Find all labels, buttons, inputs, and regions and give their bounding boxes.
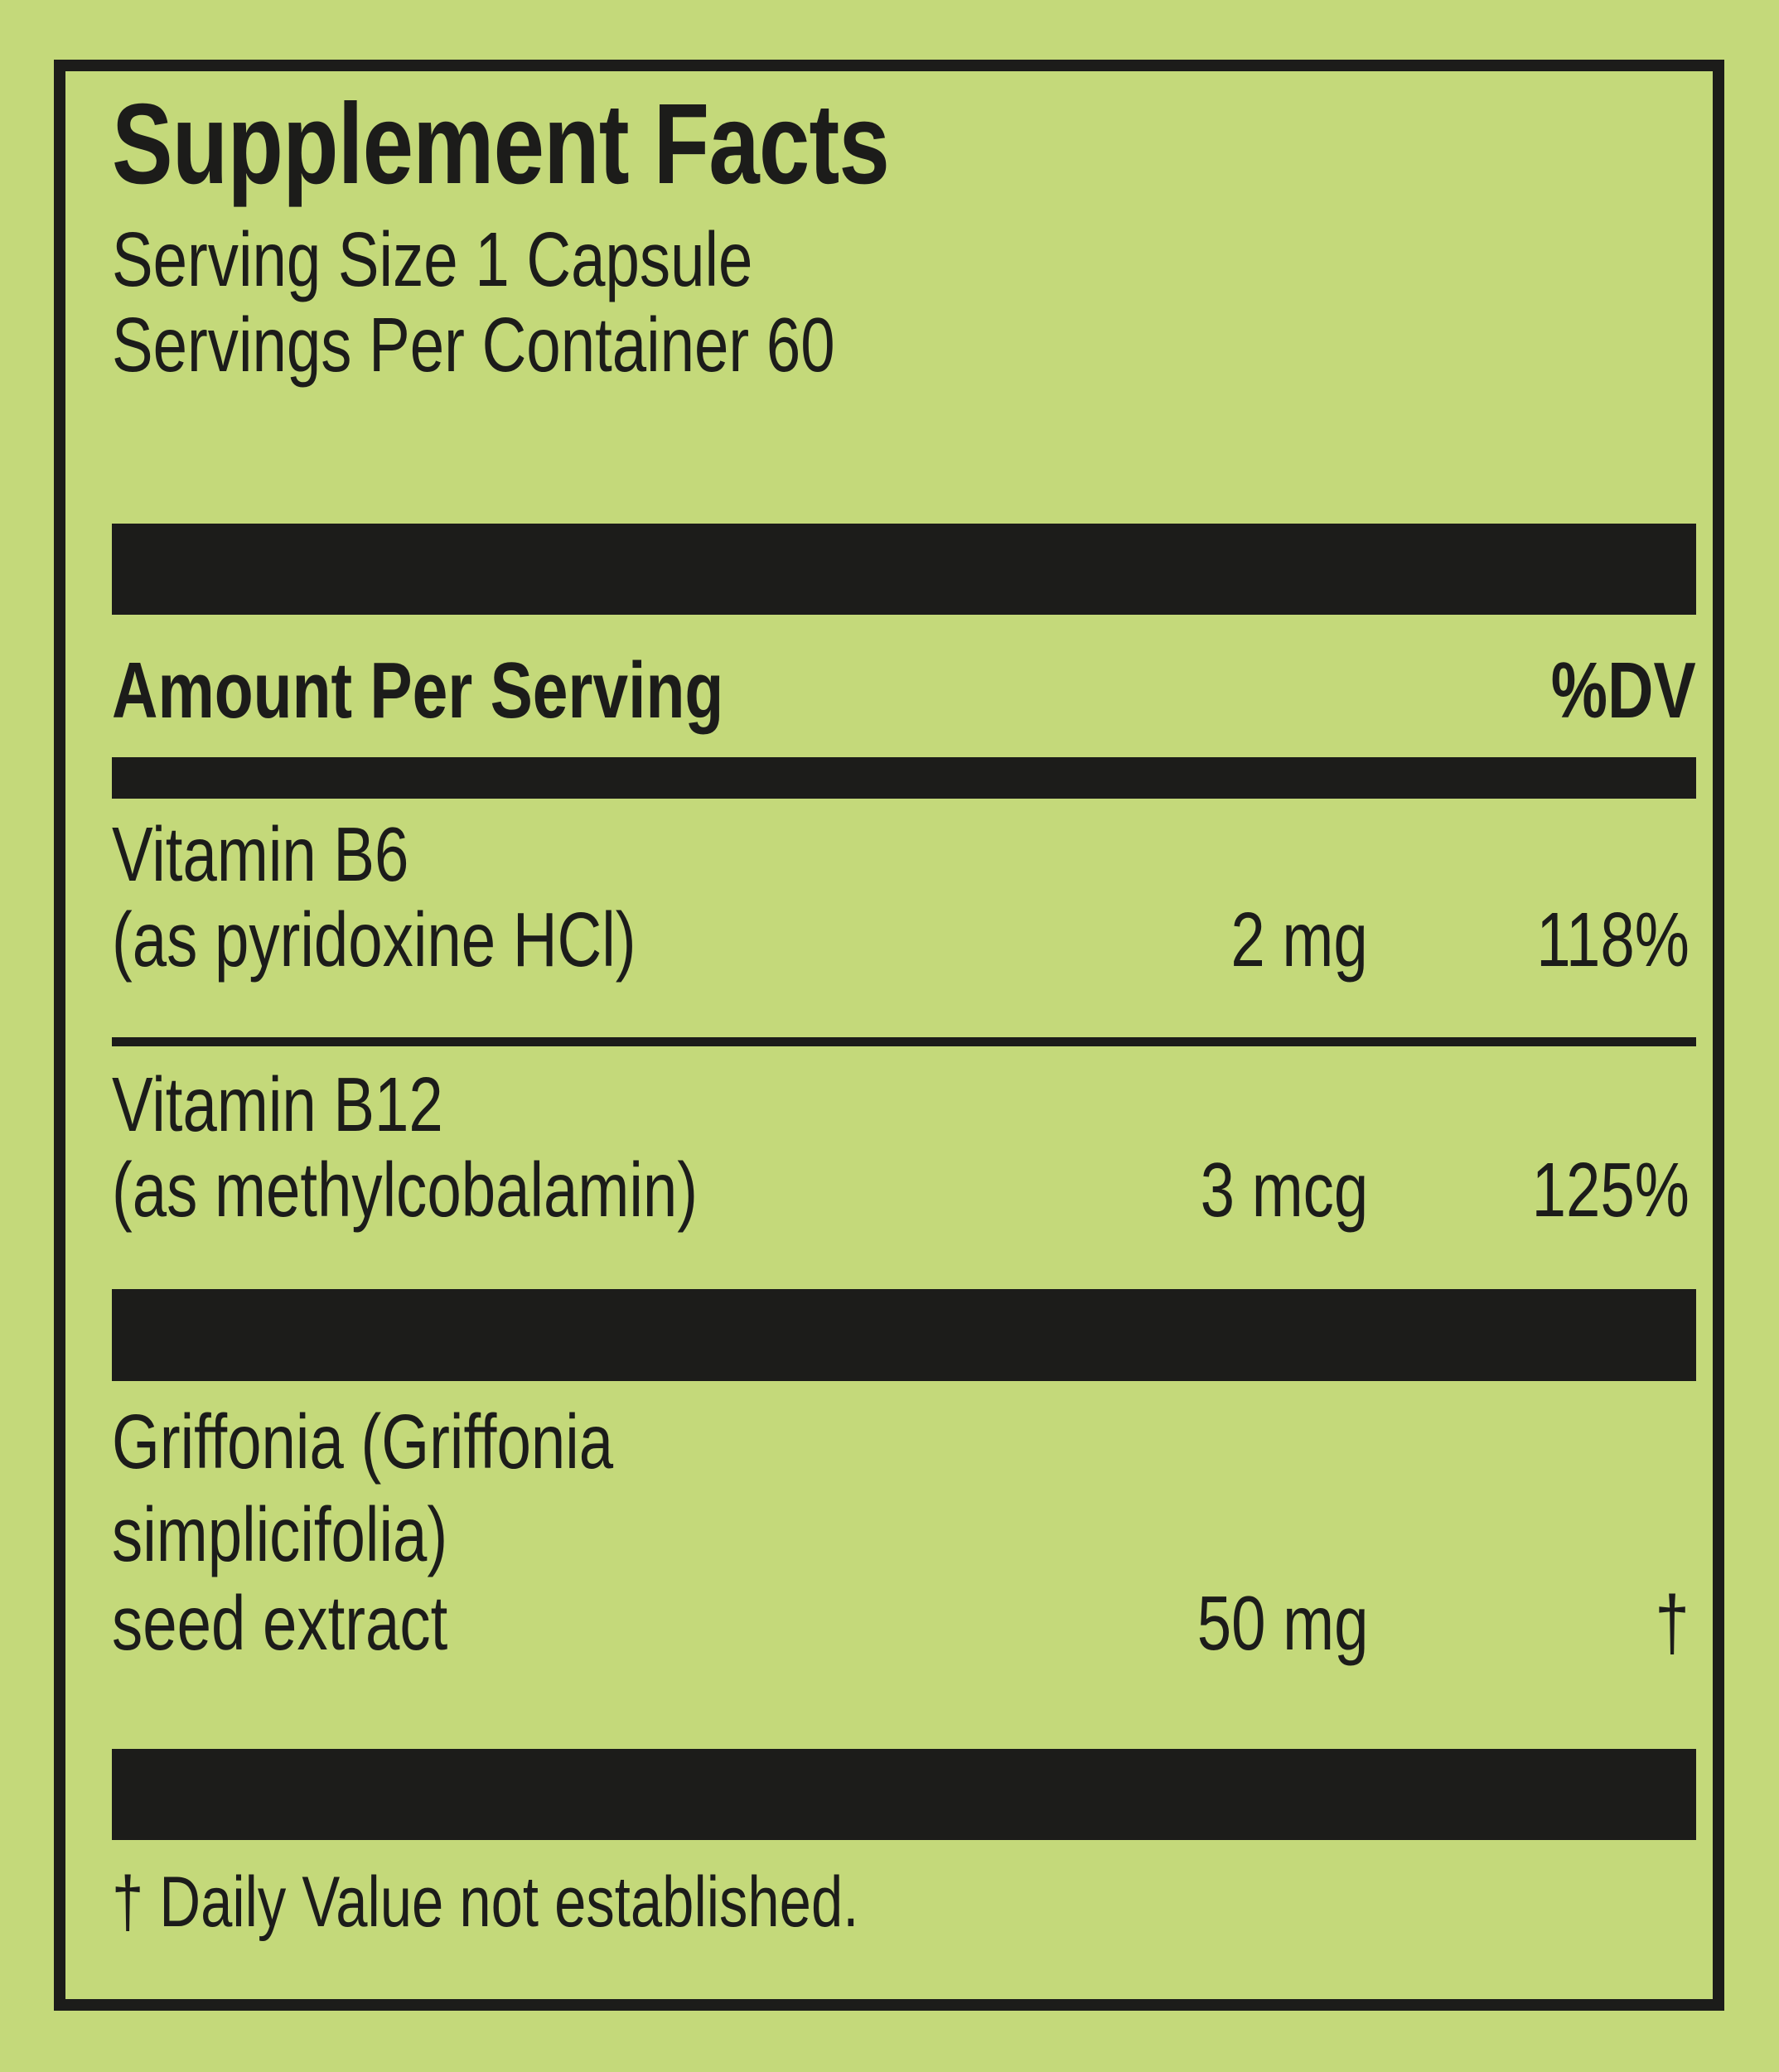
divider-before-botanical: [112, 1289, 1696, 1381]
supplement-facts-title: Supplement Facts: [112, 80, 890, 208]
nutrient-name-b12: Vitamin B12 (as methylcobalamin): [112, 1062, 1148, 1233]
table-row: Vitamin B12 (as methylcobalamin) 3 mcg 1…: [112, 1062, 1696, 1284]
supplement-facts-panel: Supplement Facts Serving Size 1 Capsule …: [54, 60, 1724, 2011]
divider-thin-between-rows: [112, 1037, 1696, 1046]
nutrient-name-line: Vitamin B6: [112, 811, 409, 897]
nutrient-amount-griffonia: 50 mg: [1196, 1580, 1368, 1666]
serving-size-line: Serving Size 1 Capsule: [112, 216, 753, 302]
serving-info-block: Serving Size 1 Capsule Servings Per Cont…: [112, 217, 1685, 388]
daily-value-header: %DV: [1551, 646, 1696, 735]
servings-per-container-line: Servings Per Container 60: [112, 302, 835, 388]
page-title: Supplement Facts: [112, 86, 1685, 202]
nutrient-name-line: Griffonia (Griffonia: [112, 1398, 614, 1485]
divider-thick-top: [112, 524, 1696, 615]
nutrient-name-line: Vitamin B12: [112, 1061, 443, 1147]
daily-value-footnote: † Daily Value not established.: [112, 1862, 859, 1942]
nutrient-dv-b12: 125%: [1531, 1147, 1690, 1233]
nutrient-amount-b6: 2 mg: [1230, 896, 1368, 983]
footnote-block: † Daily Value not established.: [112, 1861, 1696, 1944]
nutrient-name-b6: Vitamin B6 (as pyridoxine HCl): [112, 812, 1148, 983]
divider-under-header: [112, 757, 1696, 799]
nutrient-dv-griffonia: †: [1655, 1580, 1690, 1666]
divider-before-footnote: [112, 1749, 1696, 1840]
table-row: Griffonia (Griffonia simplicifolia) seed…: [112, 1395, 1696, 1743]
nutrient-source-line: (as pyridoxine HCl): [112, 896, 636, 983]
nutrient-source-line: (as methylcobalamin): [112, 1147, 699, 1233]
nutrient-name-line-3: seed extract: [112, 1580, 448, 1666]
nutrient-name-griffonia: Griffonia (Griffonia simplicifolia) seed…: [112, 1395, 1148, 1666]
supplement-facts-content: Supplement Facts Serving Size 1 Capsule …: [112, 71, 1696, 1999]
amount-per-serving-header: Amount Per Serving: [112, 646, 724, 735]
nutrient-amount-b12: 3 mcg: [1200, 1147, 1368, 1233]
table-header-row: Amount Per Serving %DV: [112, 633, 1696, 749]
table-row: Vitamin B6 (as pyridoxine HCl) 2 mg 118%: [112, 812, 1696, 1034]
nutrient-dv-b6: 118%: [1536, 896, 1690, 983]
nutrient-name-line-2: simplicifolia): [112, 1491, 448, 1577]
